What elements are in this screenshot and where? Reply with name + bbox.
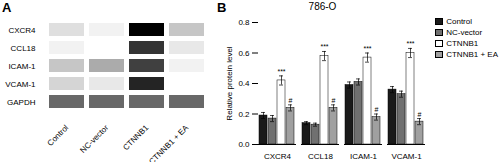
html-text:B: B: [217, 0, 227, 15]
svg-text:CXCR4: CXCR4: [8, 26, 36, 35]
svg-text:CTNNB1 + EA: CTNNB1 + EA: [147, 123, 190, 162]
html-text:786-O: 786-O: [308, 1, 337, 12]
svg-text:***: ***: [277, 68, 285, 75]
svg-text:0.2: 0.2: [238, 110, 250, 119]
svg-text:NC-vector: NC-vector: [78, 123, 110, 155]
svg-text:CXCR4: CXCR4: [264, 152, 292, 161]
svg-text:0.0: 0.0: [238, 140, 250, 149]
html-text:NC-vector: NC-vector: [446, 28, 483, 37]
svg-text:#: #: [289, 97, 293, 104]
svg-text:CCL18: CCL18: [11, 44, 36, 53]
svg-text:VCAM-1: VCAM-1: [391, 152, 422, 161]
svg-text:#: #: [332, 97, 336, 104]
svg-text:Control: Control: [46, 123, 71, 148]
svg-text:GAPDH: GAPDH: [7, 98, 36, 107]
svg-text:VCAM-1: VCAM-1: [5, 80, 36, 89]
html-text:CTNNB1 + EA: CTNNB1 + EA: [446, 50, 498, 59]
svg-text:0.8: 0.8: [238, 18, 250, 27]
svg-text:***: ***: [406, 40, 414, 47]
svg-text:Relative protein level: Relative protein level: [225, 46, 234, 120]
svg-text:ICAM-1: ICAM-1: [8, 62, 36, 71]
html-text:A: A: [2, 0, 12, 15]
svg-text:0.6: 0.6: [238, 49, 250, 58]
svg-text:ICAM-1: ICAM-1: [350, 152, 378, 161]
html-text:Control: Control: [446, 17, 472, 26]
svg-text:#: #: [375, 106, 379, 113]
html-text:CTNNB1: CTNNB1: [446, 39, 479, 48]
svg-text:CTNNB1: CTNNB1: [121, 123, 150, 152]
svg-text:***: ***: [320, 43, 328, 50]
svg-text:CCL18: CCL18: [308, 152, 333, 161]
svg-text:#: #: [418, 111, 422, 118]
svg-text:***: ***: [363, 45, 371, 52]
svg-text:0.4: 0.4: [238, 79, 250, 88]
